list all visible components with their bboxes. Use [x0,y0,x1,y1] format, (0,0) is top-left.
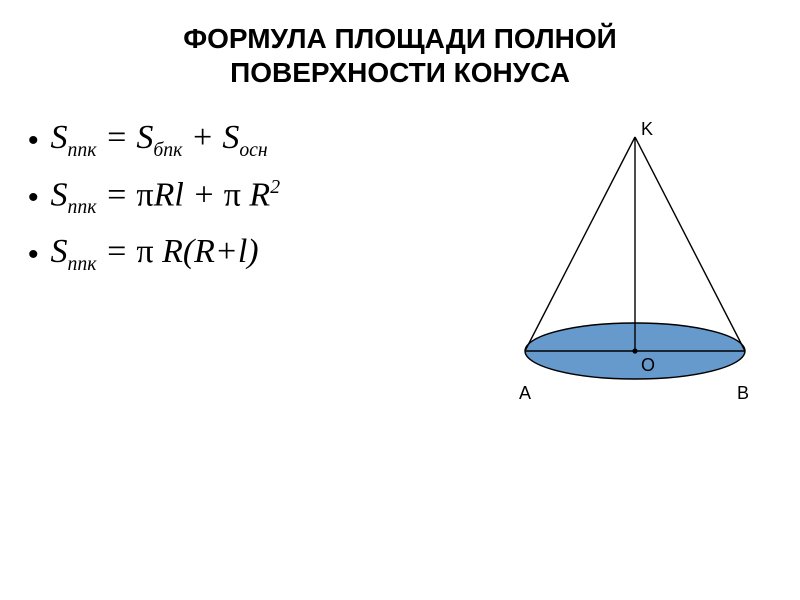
center-dot [632,349,637,354]
formula-1: Sппк = Sбпк + Sосн [28,119,280,162]
title-line-1: ФОРМУЛА ПЛОЩАДИ ПОЛНОЙ [183,23,616,54]
formula-2: Sппк = πRl + π R2 [28,176,280,219]
formula-list: Sппк = Sбпк + Sосн Sппк = πRl + π R2 Sппк … [28,119,280,290]
label-k: K [641,119,653,140]
label-b: B [737,383,749,404]
label-a: A [519,383,531,404]
cone-diagram: K O A B [495,119,775,419]
page-title: ФОРМУЛА ПЛОЩАДИ ПОЛНОЙ ПОВЕРХНОСТИ КОНУС… [0,0,800,89]
title-line-2: ПОВЕРХНОСТИ КОНУСА [230,57,570,88]
formula-text-3: Sппк = π R(R+l) [51,233,259,276]
cone-svg [495,119,775,419]
formula-3: Sппк = π R(R+l) [28,233,280,276]
label-o: O [641,355,655,376]
formula-text-1: Sппк = Sбпк + Sосн [51,119,268,162]
cone-slant-left [525,137,635,351]
cone-slant-right [635,137,745,351]
formula-text-2: Sппк = πRl + π R2 [51,176,281,219]
content-area: Sппк = Sбпк + Sосн Sппк = πRl + π R2 Sппк … [0,89,800,579]
